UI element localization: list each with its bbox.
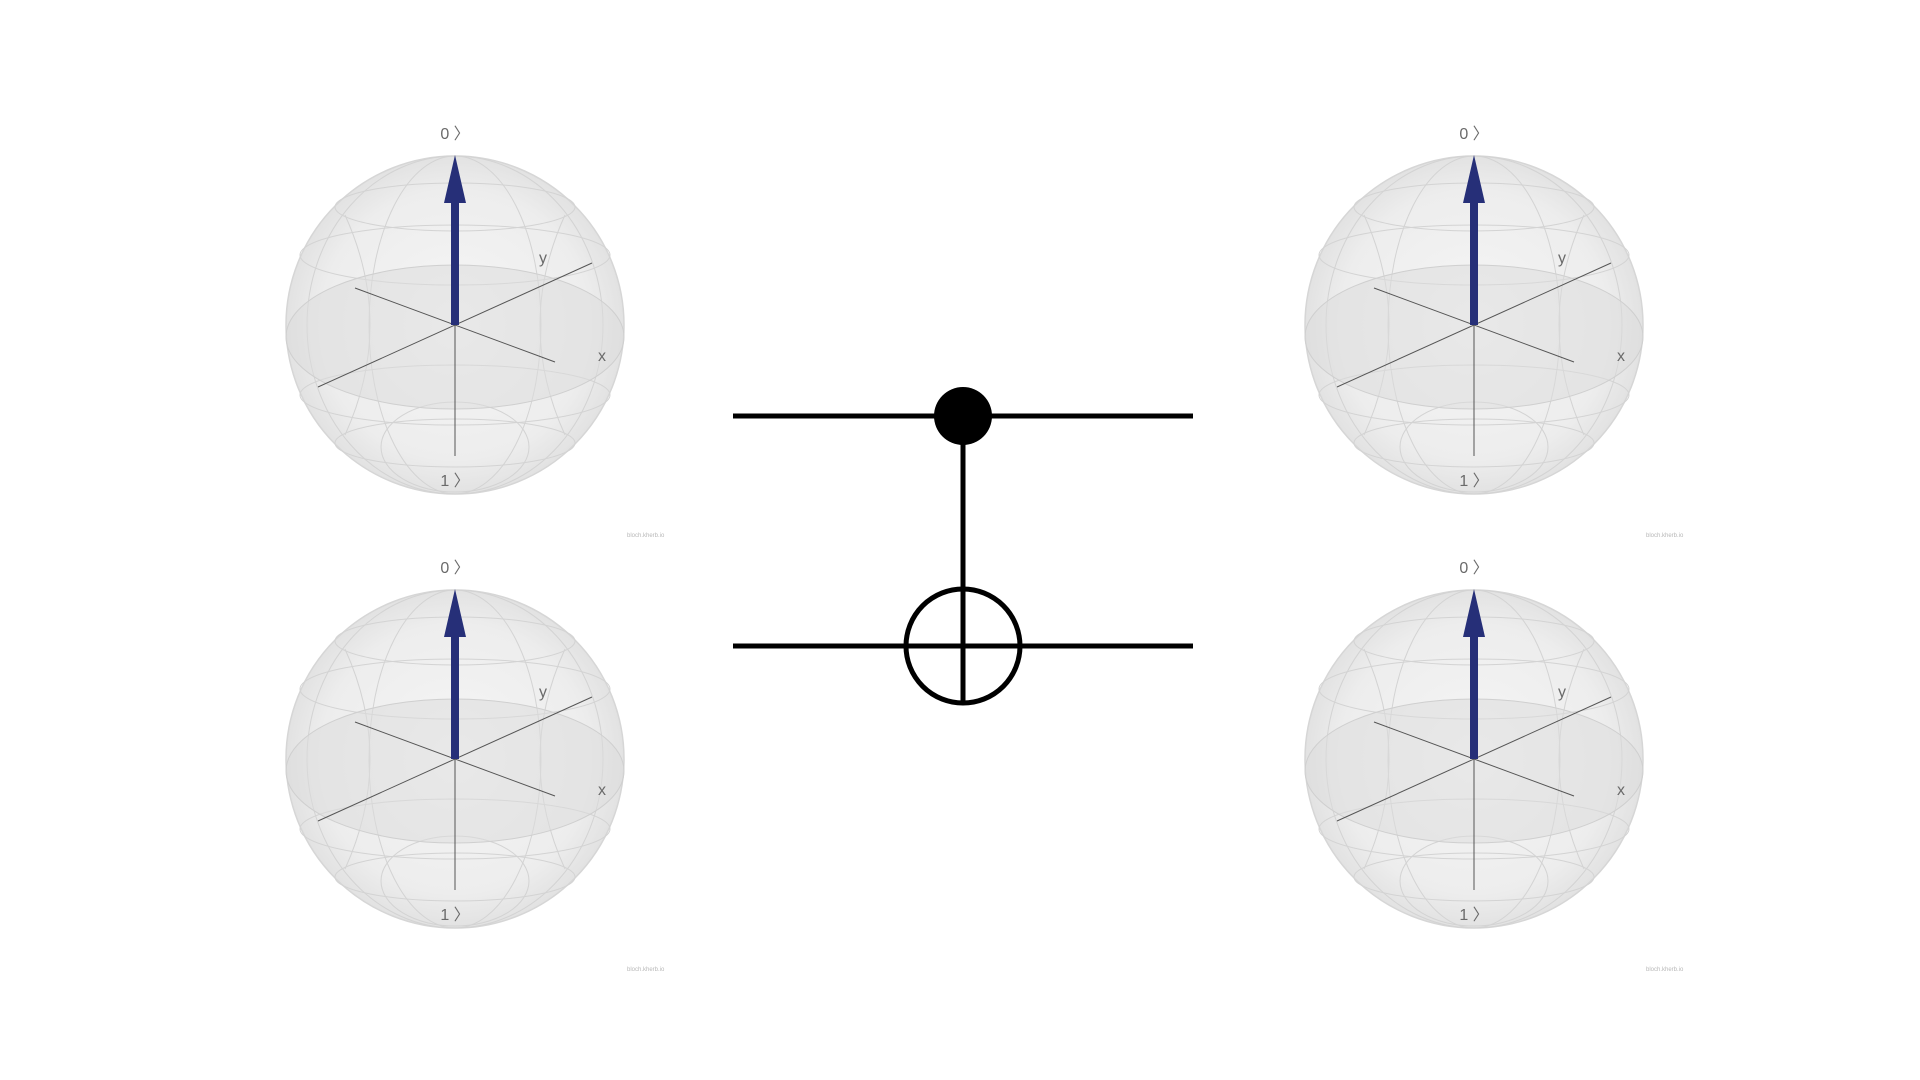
label-x-axis: x (1617, 348, 1625, 365)
label-y-axis: y (1558, 684, 1566, 701)
label-x-axis: x (1617, 782, 1625, 799)
bloch-sphere-input-top: 0 〉 1 〉 y x bloch.kherb.io (285, 126, 665, 539)
bloch-sphere-input-bottom: 0 〉 1 〉 y x bloch.kherb.io (285, 560, 665, 973)
label-y-axis: y (1558, 250, 1566, 267)
label-one-ket: 1 〉 (440, 907, 469, 924)
label-zero-ket: 0 〉 (1459, 126, 1488, 143)
state-vector-arrow (1463, 589, 1485, 759)
bloch-sphere-output-bottom: 0 〉 1 〉 y x bloch.kherb.io (1304, 560, 1684, 973)
watermark: bloch.kherb.io (627, 533, 665, 539)
label-one-ket: 1 〉 (440, 473, 469, 490)
watermark: bloch.kherb.io (627, 967, 665, 973)
state-vector-arrow (444, 155, 466, 325)
label-one-ket: 1 〉 (1459, 473, 1488, 490)
label-zero-ket: 0 〉 (1459, 560, 1488, 577)
label-x-axis: x (598, 782, 606, 799)
watermark: bloch.kherb.io (1646, 967, 1684, 973)
bloch-sphere-output-top: 0 〉 1 〉 y x bloch.kherb.io (1304, 126, 1684, 539)
control-dot (934, 387, 992, 445)
label-one-ket: 1 〉 (1459, 907, 1488, 924)
label-zero-ket: 0 〉 (440, 126, 469, 143)
label-zero-ket: 0 〉 (440, 560, 469, 577)
state-vector-arrow (444, 589, 466, 759)
label-x-axis: x (598, 348, 606, 365)
watermark: bloch.kherb.io (1646, 533, 1684, 539)
label-y-axis: y (539, 684, 547, 701)
label-y-axis: y (539, 250, 547, 267)
state-vector-arrow (1463, 155, 1485, 325)
cnot-gate-circuit (733, 387, 1193, 706)
target-xor-circle (903, 586, 1023, 706)
